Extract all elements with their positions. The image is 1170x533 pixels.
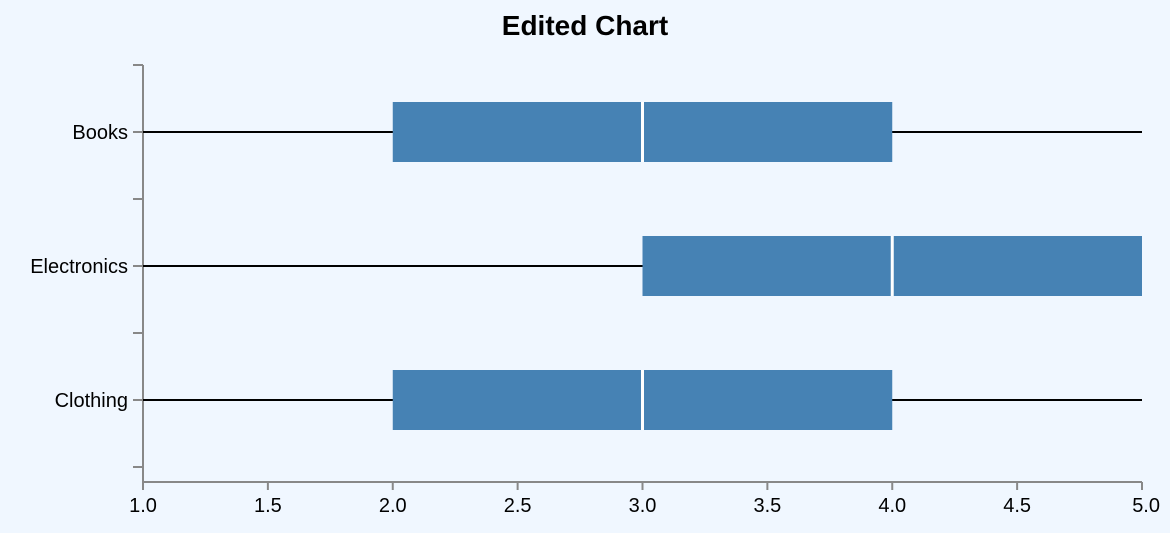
x-tick-label: 2.5 bbox=[504, 495, 532, 517]
box-plot-series bbox=[143, 102, 1142, 430]
x-tick-label: 5.0 bbox=[1132, 495, 1160, 517]
chart-title: Edited Chart bbox=[502, 10, 668, 41]
y-tick-label: Clothing bbox=[55, 390, 128, 412]
x-tick-label: 1.5 bbox=[254, 495, 282, 517]
box-books bbox=[143, 102, 1142, 162]
y-tick-label: Electronics bbox=[30, 256, 128, 278]
x-tick-label: 3.0 bbox=[629, 495, 657, 517]
y-tick-label: Books bbox=[72, 122, 128, 144]
x-tick-label: 4.5 bbox=[1003, 495, 1031, 517]
x-tick-label: 4.0 bbox=[878, 495, 906, 517]
x-axis-ticks: 1.0 1.5 2.0 2.5 3.0 3.5 4.0 4.5 5.0 bbox=[129, 482, 1160, 517]
x-tick-label: 1.0 bbox=[129, 495, 157, 517]
x-tick-label: 2.0 bbox=[379, 495, 407, 517]
box-electronics bbox=[143, 236, 1142, 296]
x-tick-label: 3.5 bbox=[753, 495, 781, 517]
y-axis-ticks: Books Electronics Clothing bbox=[30, 64, 143, 468]
box-clothing bbox=[143, 370, 1142, 430]
